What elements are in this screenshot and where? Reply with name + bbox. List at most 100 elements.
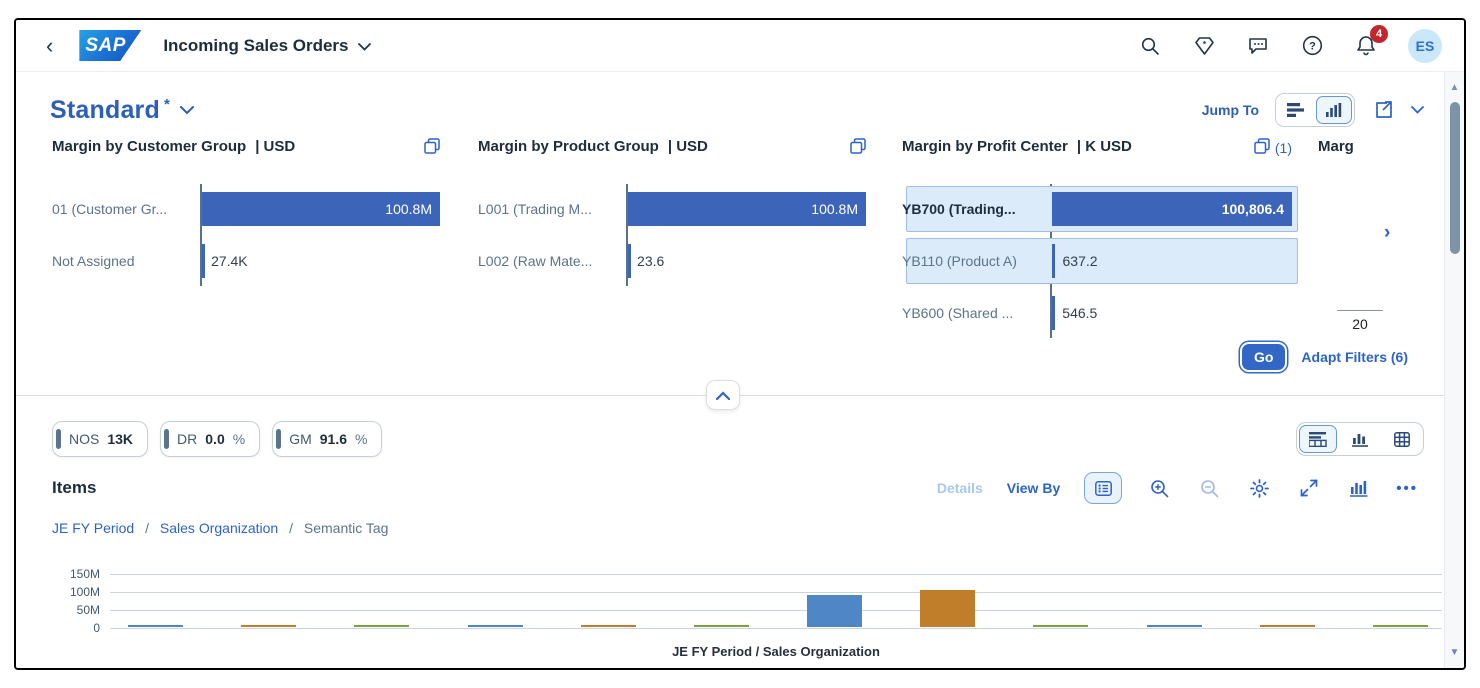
bar[interactable] — [1052, 192, 1292, 226]
bar-green[interactable] — [1033, 624, 1089, 627]
feedback-chat-icon[interactable] — [1246, 34, 1270, 58]
chart-bar-row[interactable]: 01 (Customer Gr... 100.8M — [52, 192, 440, 226]
bar-blue[interactable] — [1146, 624, 1202, 627]
bar-orange[interactable] — [241, 624, 297, 627]
legend-icon — [1094, 480, 1112, 496]
chart-title: Margin by Profit Center — [902, 138, 1068, 155]
bar-orange[interactable] — [920, 590, 976, 627]
fullscreen-expand-icon[interactable] — [1296, 475, 1322, 501]
chart-bar-row[interactable]: YB600 (Shared ... 546.5 — [902, 296, 1292, 330]
go-button[interactable]: Go — [1241, 344, 1286, 370]
bar-track: 100.8M — [628, 192, 866, 226]
grid-table-icon — [1394, 431, 1410, 447]
bar-green[interactable] — [354, 624, 410, 627]
scrollbar-thumb[interactable] — [1450, 102, 1460, 254]
bar-blue[interactable] — [467, 624, 523, 627]
scroll-down-icon[interactable]: ▼ — [1449, 647, 1460, 658]
breadcrumb-semantic-tag: Semantic Tag — [303, 520, 389, 536]
user-avatar[interactable]: ES — [1408, 28, 1442, 63]
chart-bar-row[interactable]: YB110 (Product A) 637.2 — [902, 238, 1298, 284]
chart-bar-row[interactable]: L001 (Trading M... 100.8M — [478, 192, 866, 226]
bar-green[interactable] — [693, 624, 749, 627]
collapse-header-button[interactable] — [706, 380, 740, 410]
chart-bar-row[interactable]: Not Assigned 27.4K — [52, 244, 440, 278]
details-button[interactable]: Details — [936, 480, 983, 496]
settings-gear-icon[interactable] — [1246, 475, 1272, 501]
header-actions: Jump To — [1202, 93, 1424, 127]
kpi-chip-dr[interactable]: DR 0.0 % — [160, 421, 261, 457]
bar-orange[interactable] — [1259, 624, 1315, 627]
bar[interactable] — [202, 192, 440, 226]
y-axis-tick-label: 150M — [69, 567, 100, 581]
view-by-button[interactable]: View By — [1006, 480, 1061, 496]
breadcrumb-je-fy-period[interactable]: JE FY Period — [52, 520, 135, 536]
zoom-in-icon[interactable] — [1146, 475, 1172, 501]
bar-chart-icon — [1351, 433, 1368, 447]
chart-bar-row[interactable]: YB700 (Trading... 100,806.4 — [902, 186, 1298, 232]
variant-title-text: Standard — [50, 95, 160, 124]
app-title-menu[interactable]: Incoming Sales Orders — [163, 36, 371, 56]
shell-right: ? 4 ES — [1138, 24, 1442, 63]
filter-field-partial[interactable]: 20 — [1337, 310, 1383, 332]
legend-toggle-button[interactable] — [1084, 472, 1123, 504]
bar-value-label: 23.6 — [637, 253, 665, 269]
y-axis-tick-label: 100M — [69, 585, 100, 599]
filter-bar-view-button[interactable] — [1278, 96, 1314, 124]
chart-partial-next: Marg › — [1318, 138, 1444, 243]
zoom-out-icon[interactable] — [1196, 475, 1222, 501]
duplicate-icon[interactable] — [850, 138, 866, 154]
assistant-diamond-icon[interactable] — [1192, 34, 1216, 58]
chart-margin-by-customer-group: Margin by Customer Group | USD 01 (Custom… — [52, 138, 440, 296]
kpi-chip-gm[interactable]: GM 91.6 % — [272, 421, 383, 457]
bar-category-label: Not Assigned — [52, 253, 135, 269]
chart-header: Margin by Product Group | USD — [478, 138, 866, 164]
bar-green[interactable] — [1372, 624, 1428, 627]
bar-blue[interactable] — [807, 594, 863, 627]
back-button[interactable]: ‹ — [42, 34, 57, 57]
items-title: Items — [52, 478, 97, 497]
table-only-view-button[interactable] — [1383, 425, 1421, 453]
bar[interactable] — [628, 192, 866, 226]
variant-selector[interactable]: Standard * — [50, 96, 194, 125]
bar[interactable] — [202, 244, 205, 278]
share-export-icon[interactable] — [1371, 98, 1395, 122]
kpi-value: 0.0 — [205, 431, 225, 447]
carousel-next-icon[interactable]: › — [1384, 222, 1391, 243]
bar-category-label: L002 (Raw Mate... — [478, 253, 593, 269]
duplicate-icon[interactable] — [1254, 138, 1270, 157]
vertical-scrollbar[interactable]: ▲ ▼ — [1444, 72, 1464, 668]
chart-plot: YB700 (Trading... 100,806.4 YB110 (Product… — [902, 184, 1298, 338]
help-icon[interactable]: ? — [1300, 34, 1324, 58]
chart-type-icon[interactable] — [1346, 475, 1372, 501]
kpi-value: 13K — [107, 431, 134, 447]
chart-margin-by-profit-center: Margin by Profit Center | K USD (1) YB700… — [902, 138, 1298, 348]
page-body: Standard * Jump To — [16, 72, 1464, 668]
scroll-up-icon[interactable]: ▲ — [1449, 82, 1460, 93]
bar[interactable] — [628, 244, 631, 278]
overflow-menu-icon[interactable]: ••• — [1396, 479, 1418, 497]
bar[interactable] — [1052, 296, 1055, 330]
chart-bar-row[interactable]: L002 (Raw Mate... 23.6 — [478, 244, 866, 278]
drilldown-breadcrumb: JE FY Period / Sales Organization / Sema… — [52, 520, 388, 536]
kpi-row: NOS 13K DR 0.0 % GM 91.6 % — [52, 420, 1424, 458]
notifications-bell-icon[interactable]: 4 — [1354, 24, 1388, 58]
jump-to-label[interactable]: Jump To — [1201, 102, 1259, 118]
bar-blue[interactable] — [128, 624, 183, 627]
chart-plot: 01 (Customer Gr... 100.8M Not Assigned 27.4… — [52, 184, 440, 286]
chart-only-view-button[interactable] — [1341, 425, 1379, 453]
share-chevron-down-icon[interactable] — [1411, 101, 1424, 119]
bar-orange[interactable] — [580, 624, 636, 627]
duplicate-icon[interactable] — [424, 138, 440, 154]
variant-dirty-marker: * — [163, 95, 170, 113]
chart-table-view-button[interactable] — [1299, 425, 1337, 453]
adapt-filters-link[interactable]: Adapt Filters (6) — [1301, 349, 1408, 365]
breadcrumb-sales-organization[interactable]: Sales Organization — [159, 520, 279, 536]
kpi-chip-nos[interactable]: NOS 13K — [52, 421, 149, 457]
shell-left: ‹ SAP Incoming Sales Orders — [42, 30, 371, 61]
search-icon[interactable] — [1138, 34, 1162, 58]
chart-view-button[interactable] — [1316, 96, 1352, 124]
bar-track: 27.4K — [202, 244, 440, 278]
shell-header: ‹ SAP Incoming Sales Orders ? — [16, 20, 1464, 72]
bar[interactable] — [1052, 244, 1055, 278]
